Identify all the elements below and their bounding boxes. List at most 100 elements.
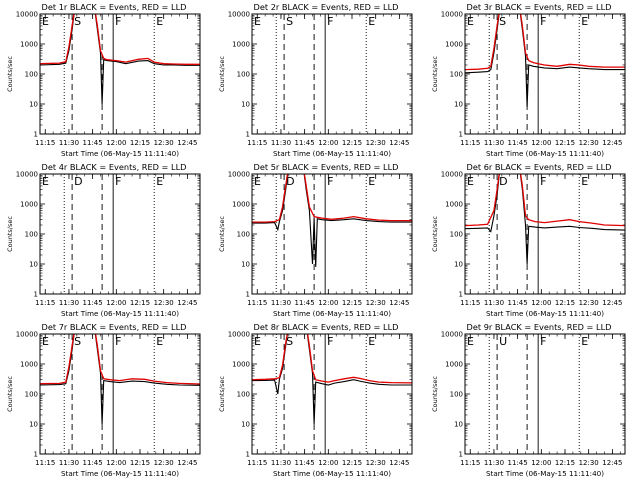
x-tick-label: 11:15 — [35, 299, 55, 307]
x-tick-label: 11:15 — [460, 459, 480, 467]
y-axis-label: Counts/sec — [6, 56, 14, 92]
marker-label: E — [368, 175, 375, 188]
panel-title: Det 3r BLACK = Events, RED = LLD — [467, 2, 612, 12]
panel-det-3: Det 3r BLACK = Events, RED = LLD Counts/s… — [431, 2, 626, 158]
series-events-line — [252, 334, 412, 425]
y-tick-label: 1000 — [445, 361, 463, 369]
x-tick-label: 12:45 — [389, 459, 409, 467]
x-tick-label: 12:15 — [555, 459, 575, 467]
y-tick-label: 1000 — [445, 41, 463, 49]
marker-label: F — [540, 15, 546, 28]
x-tick-label: 12:00 — [318, 139, 338, 147]
y-tick-label: 100 — [450, 391, 463, 399]
x-tick-label: 12:15 — [342, 459, 362, 467]
x-tick-label: 12:30 — [366, 299, 386, 307]
marker-label: E — [467, 175, 474, 188]
x-tick-label: 12:15 — [130, 299, 150, 307]
y-tick-label: 100 — [25, 71, 38, 79]
y-tick-label: 1 — [459, 131, 463, 139]
series-group — [252, 334, 412, 425]
x-tick-label: 12:15 — [130, 459, 150, 467]
x-tick-label: 12:00 — [531, 459, 551, 467]
marker-label: D — [499, 175, 507, 188]
x-tick-label: 12:30 — [366, 139, 386, 147]
y-tick-label: 100 — [25, 231, 38, 239]
marker-label: S — [499, 15, 506, 28]
x-tick-label: 11:30 — [484, 139, 504, 147]
x-tick-label: 12:00 — [318, 299, 338, 307]
x-tick-label: 12:45 — [602, 459, 622, 467]
y-axis-label: Counts/sec — [431, 216, 439, 252]
x-tick-label: 11:45 — [508, 459, 528, 467]
y-tick-label: 10 — [29, 421, 38, 429]
x-tick-label: 12:45 — [602, 299, 622, 307]
x-axis-label: Start Time (06-May-15 11:11:40) — [61, 309, 179, 318]
marker-label: E — [467, 335, 474, 348]
x-tick-label: 12:00 — [106, 299, 126, 307]
panel-det-9: Det 9r BLACK = Events, RED = LLD Counts/s… — [431, 322, 626, 478]
marker-label: U — [499, 335, 507, 348]
y-tick-label: 100 — [450, 71, 463, 79]
y-tick-label: 10000 — [441, 171, 463, 179]
x-axis-label: Start Time (06-May-15 11:11:40) — [61, 149, 179, 158]
marker-label: E — [42, 15, 49, 28]
marker-label: S — [286, 335, 293, 348]
marker-label: S — [74, 15, 81, 28]
y-tick-label: 10 — [29, 101, 38, 109]
marker-label: E — [156, 175, 163, 188]
marker-label: E — [368, 15, 375, 28]
x-tick-label: 11:30 — [59, 459, 79, 467]
x-tick-label: 12:45 — [389, 139, 409, 147]
x-tick-label: 12:15 — [130, 139, 150, 147]
x-tick-label: 12:30 — [154, 459, 174, 467]
marker-label: E — [467, 15, 474, 28]
x-tick-label: 11:15 — [247, 139, 267, 147]
marker-label: E — [581, 175, 588, 188]
marker-label: D — [286, 175, 294, 188]
panel-det-2: Det 2r BLACK = Events, RED = LLD Counts/s… — [218, 2, 413, 158]
series-lld-line — [40, 14, 200, 65]
series-lld-line — [40, 334, 200, 385]
panel-title: Det 5r BLACK = Events, RED = LLD — [254, 162, 399, 172]
y-tick-label: 10000 — [16, 11, 38, 19]
x-axis-label: Start Time (06-May-15 11:11:40) — [486, 469, 604, 478]
marker-label: S — [74, 335, 81, 348]
panel-title: Det 6r BLACK = Events, RED = LLD — [467, 162, 612, 172]
y-tick-label: 1 — [246, 451, 250, 459]
marker-label: E — [254, 15, 261, 28]
x-tick-label: 11:45 — [83, 299, 103, 307]
panel-det-4: Det 4r BLACK = Events, RED = LLD Counts/s… — [6, 162, 201, 318]
y-tick-label: 10000 — [16, 331, 38, 339]
marker-label: F — [540, 175, 546, 188]
y-tick-label: 1000 — [232, 361, 250, 369]
y-axis-label: Counts/sec — [431, 56, 439, 92]
panel-title: Det 1r BLACK = Events, RED = LLD — [42, 2, 187, 12]
x-tick-label: 11:30 — [59, 299, 79, 307]
panel-title: Det 2r BLACK = Events, RED = LLD — [254, 2, 399, 12]
marker-label: E — [42, 335, 49, 348]
y-tick-label: 1 — [34, 131, 38, 139]
x-tick-label: 11:15 — [35, 459, 55, 467]
y-axis-label: Counts/sec — [431, 376, 439, 412]
marker-label: F — [327, 175, 333, 188]
series-lld-line — [465, 14, 625, 71]
y-tick-label: 100 — [25, 391, 38, 399]
y-tick-label: 10 — [241, 421, 250, 429]
plot-frame — [251, 333, 413, 455]
x-tick-label: 11:15 — [35, 139, 55, 147]
marker-label: E — [156, 15, 163, 28]
plot-frame — [464, 13, 626, 135]
x-tick-label: 12:00 — [106, 139, 126, 147]
x-tick-label: 11:30 — [59, 139, 79, 147]
y-tick-label: 1 — [34, 451, 38, 459]
marker-label: E — [581, 15, 588, 28]
x-tick-label: 12:15 — [342, 299, 362, 307]
plot-frame — [39, 13, 201, 135]
y-tick-label: 1 — [459, 451, 463, 459]
x-axis-label: Start Time (06-May-15 11:11:40) — [486, 309, 604, 318]
panel-title: Det 7r BLACK = Events, RED = LLD — [42, 322, 187, 332]
marker-label: D — [74, 175, 82, 188]
y-tick-label: 1 — [459, 291, 463, 299]
x-axis-label: Start Time (06-May-15 11:11:40) — [486, 149, 604, 158]
